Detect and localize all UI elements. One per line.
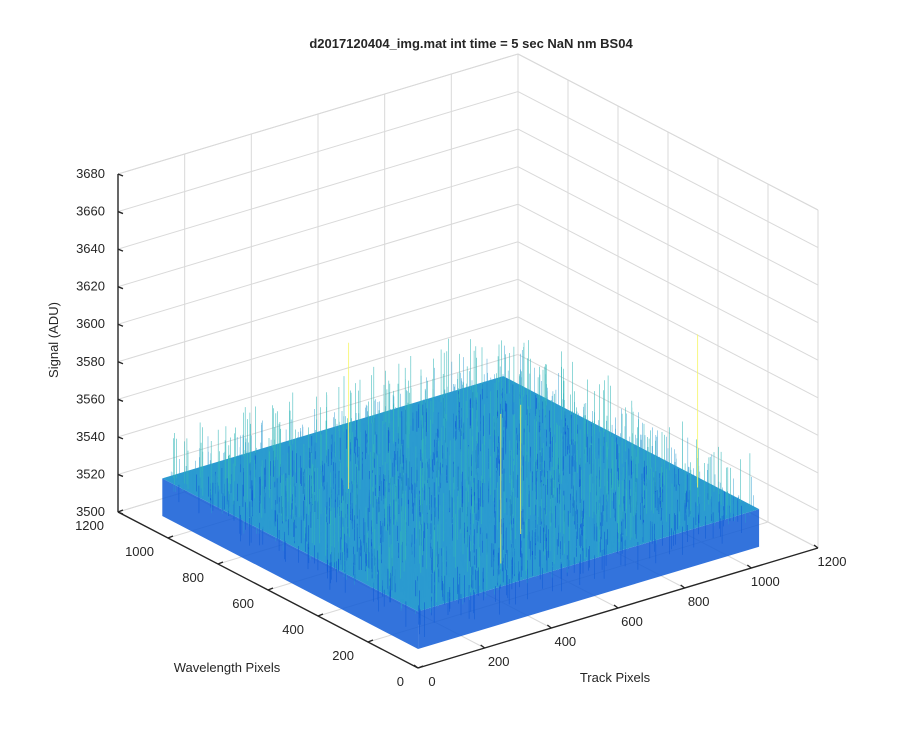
grid-wall-z xyxy=(517,278,819,436)
z-tick-mark xyxy=(117,286,124,290)
y-tick-label: 1000 xyxy=(125,544,154,559)
z-tick-mark xyxy=(117,361,124,365)
surface-side-left xyxy=(162,478,419,649)
grid-wall-z xyxy=(117,241,519,363)
z-tick-mark xyxy=(117,436,124,440)
y-tick-label: 800 xyxy=(182,570,204,585)
grid-wall-z xyxy=(517,91,819,248)
grid-wall-z xyxy=(117,353,519,475)
grid-wall-z xyxy=(117,166,519,288)
z-axis-label: Signal (ADU) xyxy=(46,302,61,378)
x-tick-mark xyxy=(813,544,819,549)
x-tick-label: 600 xyxy=(621,614,643,629)
surface-side-front xyxy=(418,509,760,649)
grid-wall-z xyxy=(517,203,819,361)
grid-wall-z xyxy=(117,203,519,325)
z-tick-label: 3500 xyxy=(76,504,105,519)
y-tick-label: 600 xyxy=(232,596,254,611)
z-tick-mark xyxy=(117,210,124,215)
y-tick-mark xyxy=(367,639,374,643)
y-tick-label: 0 xyxy=(397,674,404,689)
y-tick-label: 200 xyxy=(332,648,354,663)
x-tick-mark xyxy=(480,644,486,649)
grid-wall-z xyxy=(517,166,819,324)
z-tick-mark xyxy=(117,248,124,252)
grid-wall-z xyxy=(117,91,519,213)
x-tick-label: 1200 xyxy=(818,554,847,569)
box-edge xyxy=(517,53,819,211)
y-axis-ticks: 0 200 400 600 800 1000 1200 xyxy=(75,509,424,689)
x-tick-mark xyxy=(413,664,419,669)
z-tick-label: 3620 xyxy=(76,279,105,294)
grid-wall-z xyxy=(117,316,519,438)
z-tick-mark xyxy=(117,323,124,327)
surface-spikes-high xyxy=(173,338,751,603)
x-tick-label: 400 xyxy=(554,634,576,649)
surface-plot xyxy=(162,334,760,649)
z-tick-label: 3580 xyxy=(76,354,105,369)
y-tick-mark xyxy=(217,561,224,565)
y-tick-mark xyxy=(167,535,174,539)
z-axis-ticks: 3500 3520 3540 3560 3580 3600 3620 3640 3660 3680 xyxy=(76,166,124,519)
y-tick-mark xyxy=(117,509,124,513)
z-tick-label: 3680 xyxy=(76,166,105,181)
chart-title: d2017120404_img.mat int time = 5 sec NaN… xyxy=(309,36,633,51)
z-tick-label: 3540 xyxy=(76,429,105,444)
x-tick-label: 1000 xyxy=(751,574,780,589)
y-tick-mark xyxy=(417,665,424,669)
z-tick-mark xyxy=(117,398,124,402)
x-tick-label: 200 xyxy=(488,654,510,669)
grid-wall-z xyxy=(117,278,519,400)
y-tick-mark xyxy=(267,587,274,591)
z-tick-label: 3640 xyxy=(76,241,105,256)
y-tick-label: 1200 xyxy=(75,518,104,533)
surface-spikes-mid xyxy=(170,345,754,614)
y-axis-label: Wavelength Pixels xyxy=(174,660,281,675)
x-tick-label: 800 xyxy=(688,594,710,609)
z-tick-label: 3660 xyxy=(76,204,105,219)
grid-wall-z xyxy=(517,241,819,399)
x-tick-mark xyxy=(613,604,619,609)
z-tick-mark xyxy=(117,473,124,478)
grid-wall-z xyxy=(117,128,519,250)
grid-wall-z xyxy=(517,128,819,286)
grid-wall-z xyxy=(517,316,819,474)
x-tick-mark xyxy=(546,624,552,629)
x-tick-mark xyxy=(746,564,752,569)
box-edge xyxy=(117,53,519,175)
z-tick-label: 3600 xyxy=(76,316,105,331)
x-axis-ticks: 0 200 400 600 800 1000 1200 xyxy=(413,544,847,689)
z-tick-mark xyxy=(117,173,124,177)
grid-wall-z xyxy=(517,354,819,511)
z-tick-label: 3520 xyxy=(76,466,105,481)
surface-spikes-peak xyxy=(348,334,699,564)
x-axis-label: Track Pixels xyxy=(580,670,651,685)
x-tick-label: 0 xyxy=(428,674,435,689)
y-tick-mark xyxy=(317,613,324,617)
y-tick-label: 400 xyxy=(282,622,304,637)
x-tick-mark xyxy=(680,584,686,589)
z-tick-label: 3560 xyxy=(76,391,105,406)
